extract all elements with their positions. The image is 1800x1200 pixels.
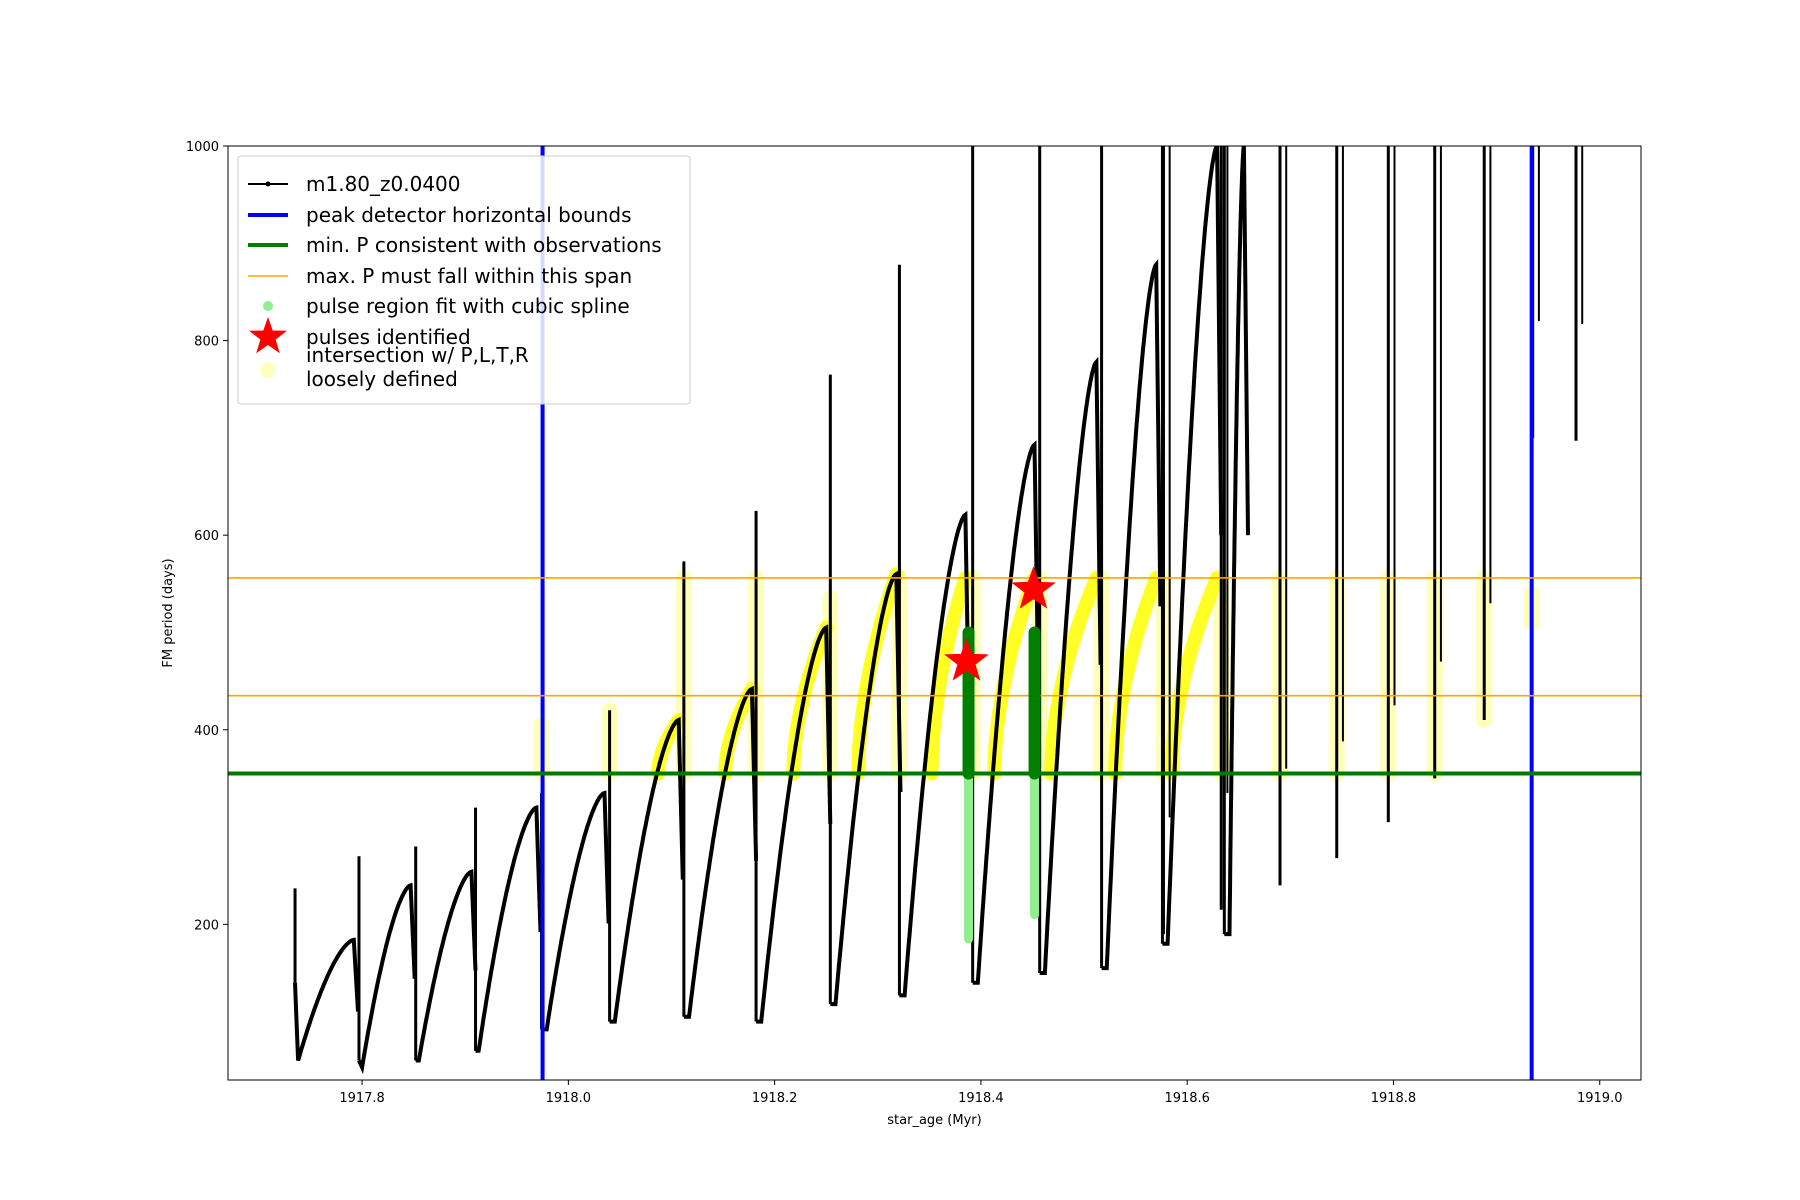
legend-label-5: pulses identified — [306, 325, 471, 349]
x-axis-label: star_age (Myr) — [887, 1113, 981, 1128]
legend-handle-star — [249, 317, 287, 354]
legend-label-1: peak detector horizontal bounds — [306, 203, 632, 227]
y-tick-label: 600 — [194, 529, 219, 544]
legend-handle-bigdot — [260, 362, 276, 378]
track-pulse-3 — [475, 804, 543, 1053]
y-axis: 200 400 600 800 1000 — [186, 140, 228, 933]
pulse-identified-star-1 — [1011, 566, 1056, 609]
track-pulse-10 — [972, 440, 1041, 985]
track-pulse-4 — [541, 790, 611, 1032]
x-axis: 1917.8 1918.0 1918.2 1918.4 1918.6 1918.8 1919… — [339, 1080, 1622, 1106]
legend-label-2: min. P consistent with observations — [306, 233, 662, 257]
x-tick-label: 1918.2 — [752, 1091, 798, 1106]
track-pulse-13 — [1162, 146, 1224, 946]
track-pulse-0 — [293, 937, 360, 1062]
intersection-arc-7 — [1108, 571, 1164, 781]
track-pulse-2 — [415, 869, 478, 1063]
track-pulse-7 — [756, 624, 833, 1024]
y-tick-label: 800 — [194, 335, 219, 350]
track-pulse-5 — [609, 716, 685, 1024]
y-tick-label: 1000 — [186, 140, 219, 155]
legend-box — [237, 155, 691, 405]
y-tick-label: 200 — [194, 918, 219, 933]
plot-content — [228, 146, 1641, 1080]
track-pulse-9 — [899, 510, 972, 998]
legend-label-6-line2: loosely defined — [306, 367, 458, 391]
x-tick-label: 1918.0 — [546, 1091, 592, 1106]
y-axis-label: FM period (days) — [161, 558, 176, 667]
legend-handle-dot — [265, 181, 271, 187]
intersection-arc-4 — [924, 571, 973, 781]
intersection-arc-6 — [1044, 571, 1104, 781]
track-pulse-12 — [1101, 259, 1163, 971]
x-tick-label: 1918.4 — [958, 1091, 1004, 1106]
x-tick-label: 1919.0 — [1577, 1091, 1623, 1106]
legend-handle-dot-4 — [263, 301, 273, 311]
track-pulse-8 — [830, 570, 903, 1007]
track-pulse-14 — [1224, 146, 1250, 937]
legend-label-6: intersection w/ P,L,T,R — [306, 343, 529, 367]
pulse-identified-star-0 — [944, 638, 989, 681]
x-tick-label: 1918.8 — [1371, 1091, 1417, 1106]
track-pulse-1 — [357, 882, 417, 1075]
y-tick-label: 400 — [194, 724, 219, 739]
legend-label-4: pulse region fit with cubic spline — [306, 294, 630, 318]
track-pulse-6 — [683, 685, 759, 1019]
legend-label-3: max. P must fall within this span — [306, 264, 632, 288]
x-tick-label: 1917.8 — [339, 1091, 385, 1106]
x-tick-label: 1918.6 — [1164, 1091, 1210, 1106]
axes-frame — [227, 145, 1642, 1081]
legend-label-0: m1.80_z0.0400 — [306, 172, 461, 196]
track-pulse-11 — [1039, 356, 1103, 975]
